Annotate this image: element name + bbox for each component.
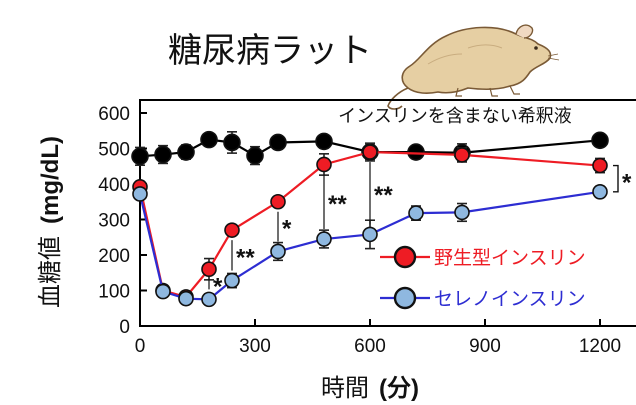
y-tick-label: 500	[98, 140, 130, 161]
x-tick-label: 900	[469, 336, 501, 357]
seleno-point	[408, 205, 424, 221]
vehicle-point	[200, 130, 218, 149]
x-tick-label: 0	[135, 336, 146, 357]
legend-marker	[393, 245, 417, 269]
vehicle-point	[407, 143, 425, 161]
y-axis-label: 血糖値 (mg/dL)	[36, 136, 64, 308]
y-tick-label: 100	[98, 282, 130, 303]
seleno-point	[132, 186, 148, 202]
significance-layer: ****** ** *	[208, 162, 632, 300]
significance-mark: **	[374, 182, 393, 209]
chart-title: 糖尿病ラット	[168, 31, 372, 71]
x-tick-label: 600	[354, 336, 386, 357]
seleno-point	[155, 283, 171, 300]
vehicle-point	[269, 133, 287, 152]
rat-illustration	[387, 24, 560, 110]
vehicle-series-label: インスリンを含まない希釈液	[338, 106, 572, 127]
significance-mark: **	[328, 191, 347, 218]
significance-bracket	[613, 164, 619, 193]
y-tick-label: 0	[119, 317, 130, 338]
ticks-layer: 0 100 200 300 400 500 600 0 300 600 900 1200	[98, 104, 621, 357]
seleno-point	[316, 231, 332, 247]
significance-mark: *	[213, 273, 223, 300]
x-axis-label: 時間 (分)	[321, 374, 419, 402]
wild-type-point	[592, 157, 608, 174]
significance-mark: **	[236, 244, 255, 271]
wild-type-point	[316, 156, 332, 173]
x-axis-label-unit: (分)	[379, 375, 419, 402]
wild-type-point	[362, 144, 378, 160]
vehicle-point	[177, 143, 195, 161]
wild-type-point	[270, 193, 286, 210]
seleno-point	[270, 243, 286, 260]
x-tick-label: 300	[239, 336, 271, 357]
vehicle-point	[154, 145, 172, 164]
y-axis-label-main: 血糖値	[36, 236, 64, 308]
vehicle-point	[591, 131, 609, 150]
plot-frame	[139, 99, 636, 327]
vehicle-point	[223, 133, 241, 152]
y-tick-label: 300	[98, 211, 130, 232]
wild-type-point	[224, 222, 240, 238]
wild-type-line	[138, 150, 601, 299]
y-tick-label: 600	[98, 104, 130, 125]
y-tick-label: 400	[98, 175, 130, 196]
y-tick-label: 200	[98, 246, 130, 267]
vehicle-point	[131, 147, 149, 166]
vehicle-point	[315, 132, 333, 151]
seleno-point	[592, 184, 608, 200]
wild-type-point	[454, 147, 470, 163]
seleno-point	[454, 204, 470, 221]
series-layer	[131, 130, 609, 308]
vehicle-point	[246, 146, 264, 165]
significance-mark: *	[622, 170, 632, 197]
wild-type-point	[201, 261, 217, 278]
seleno-point	[201, 291, 217, 308]
seleno-point	[224, 272, 240, 289]
seleno-series	[132, 184, 608, 308]
seleno-point	[178, 290, 194, 307]
significance-mark: *	[282, 216, 292, 243]
legend-label: 野生型インスリン	[434, 247, 586, 269]
legend-label: セレノインスリン	[434, 288, 586, 310]
seleno-point	[362, 226, 378, 243]
x-tick-label: 1200	[579, 336, 621, 357]
y-axis-label-unit: (mg/dL)	[37, 136, 64, 224]
x-axis-label-main: 時間	[321, 374, 369, 402]
legend-marker	[393, 286, 417, 310]
